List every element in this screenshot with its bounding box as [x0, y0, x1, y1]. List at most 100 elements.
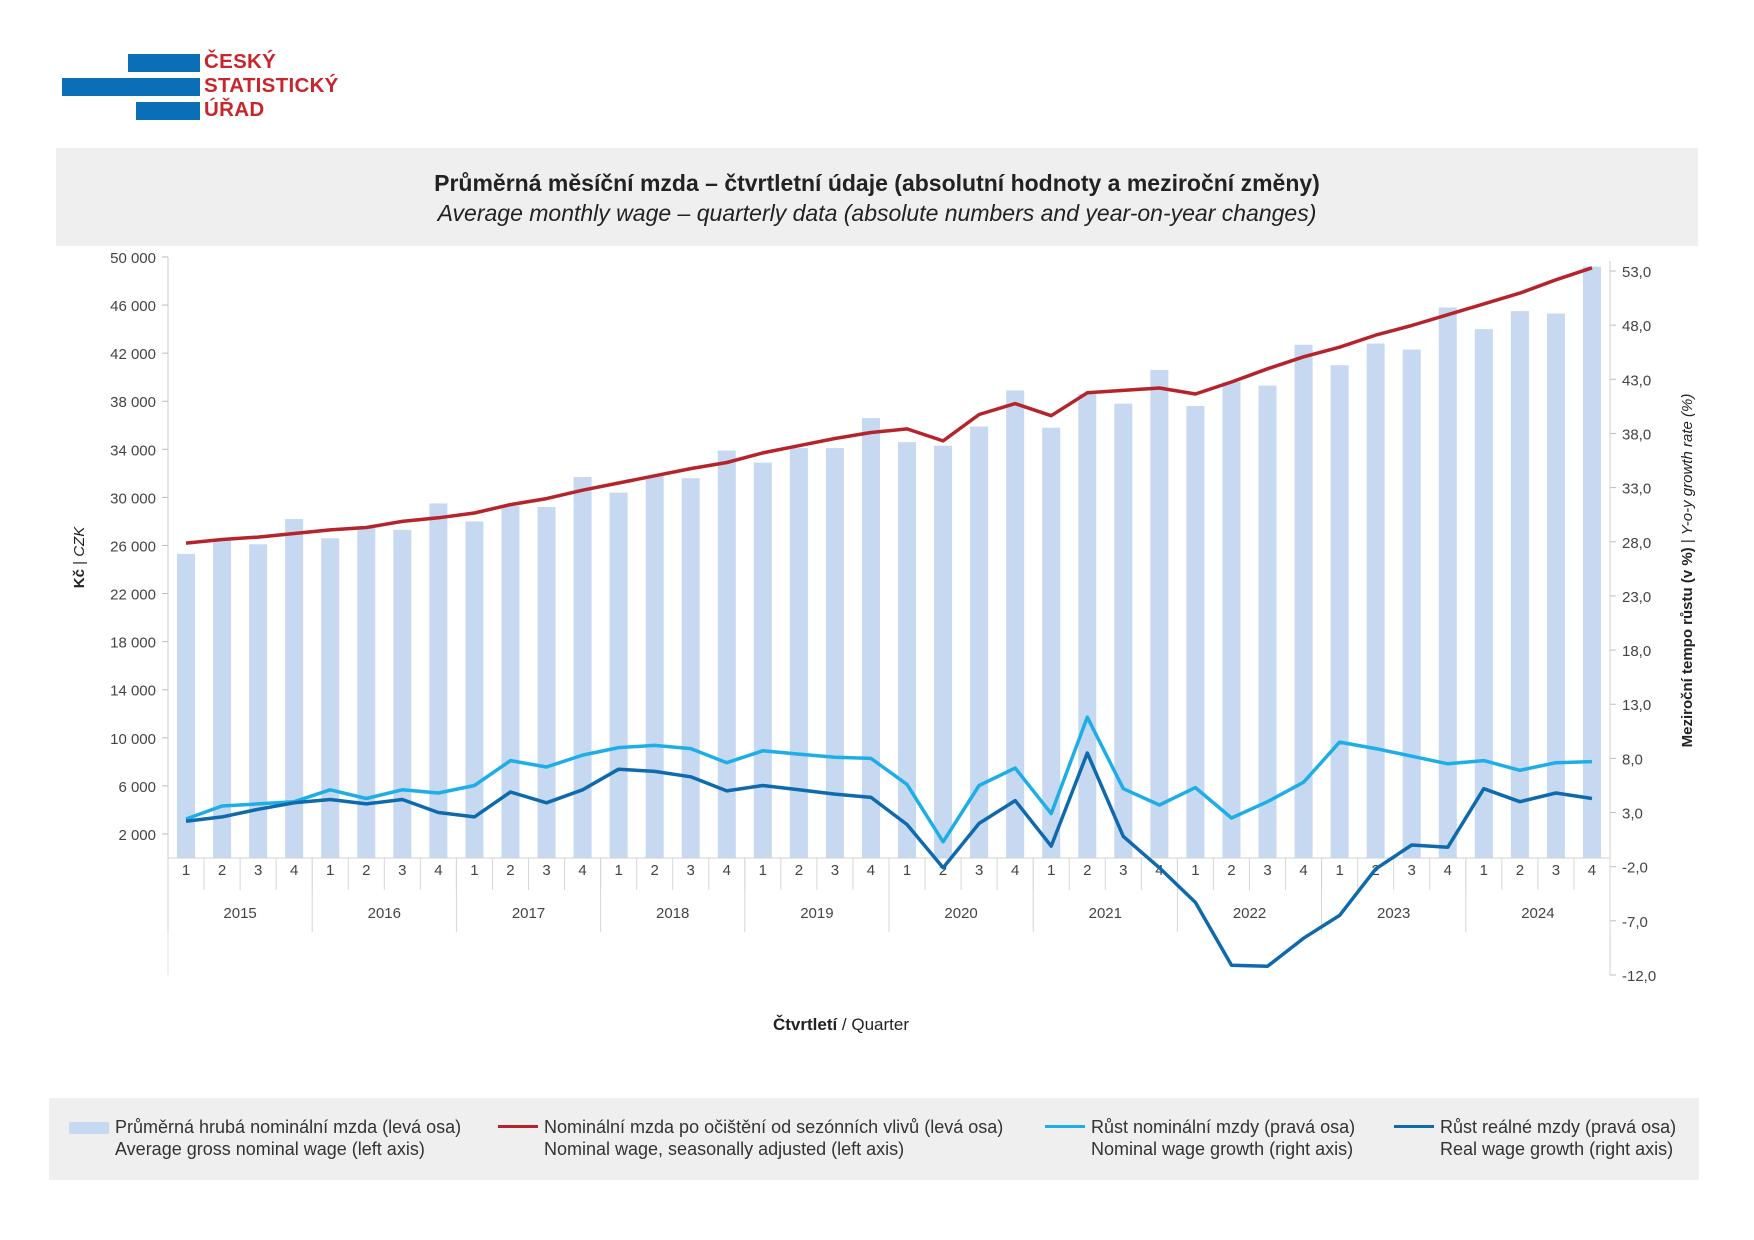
logo-line-1: ČESKÝ [204, 50, 277, 73]
logo-text: ČESKÝ STATISTICKÝ ÚŘAD [204, 50, 339, 122]
wage-bar [1330, 365, 1349, 858]
left-axis-title-en: CZK [71, 526, 88, 557]
quarter-label: 2 [939, 862, 947, 879]
wage-bar [825, 448, 844, 858]
quarter-label: 3 [831, 862, 839, 879]
wage-bar [537, 507, 556, 858]
right-tick-label: -2,0 [1622, 860, 1648, 877]
quarter-label: 4 [1011, 862, 1019, 879]
quarter-label: 4 [434, 862, 442, 879]
quarter-label: 1 [1335, 862, 1343, 879]
quarter-label: 3 [975, 862, 983, 879]
year-label: 2015 [223, 905, 256, 922]
wage-bar [1438, 307, 1457, 858]
legend-swatch-nominal-growth [1045, 1125, 1085, 1128]
quarter-label: 2 [651, 862, 659, 879]
legend-label-cz: Nominální mzda po očištění od sezónních … [544, 1117, 1004, 1137]
wage-bar [429, 503, 448, 858]
wage-bar [934, 445, 953, 858]
left-tick-label: 30 000 [110, 490, 156, 507]
chart-title-en: Average monthly wage – quarterly data (a… [437, 200, 1317, 226]
right-tick-label: -12,0 [1622, 968, 1656, 985]
left-tick-label: 2 000 [118, 827, 156, 844]
left-tick-label: 42 000 [110, 346, 156, 363]
left-axis-title-cz: Kč [71, 569, 88, 588]
quarter-label: 2 [1083, 862, 1091, 879]
year-label: 2024 [1521, 905, 1554, 922]
left-tick-label: 50 000 [110, 250, 156, 267]
wage-bar [1366, 343, 1385, 858]
quarter-label: 2 [1227, 862, 1235, 879]
legend-swatch-seasonal [498, 1125, 538, 1128]
quarter-label: 2 [506, 862, 514, 879]
logo-bar-bottom [136, 102, 200, 120]
quarter-label: 2 [362, 862, 370, 879]
logo-bar-top [128, 54, 200, 72]
quarter-label: 1 [1191, 862, 1199, 879]
wage-bar [753, 462, 772, 858]
wage-bar [465, 521, 484, 858]
wage-bar [501, 505, 520, 858]
legend-label-en: Nominal wage, seasonally adjusted (left … [544, 1139, 905, 1159]
legend-label-cz: Průměrná hrubá nominální mzda (levá osa) [115, 1117, 462, 1137]
wage-bar [573, 476, 592, 858]
wage-bar [213, 539, 232, 858]
left-tick-label: 34 000 [110, 442, 156, 459]
wage-bar [1114, 403, 1133, 858]
right-tick-label: 28,0 [1622, 535, 1651, 552]
wage-bar [249, 544, 268, 858]
right-tick-label: 23,0 [1622, 589, 1651, 606]
year-label: 2023 [1377, 905, 1410, 922]
year-label: 2020 [944, 905, 977, 922]
left-axis-title: Kč | CZK [71, 526, 88, 588]
left-tick-label: 22 000 [110, 587, 156, 604]
x-axis-title-en: Quarter [851, 1015, 909, 1034]
wage-bar [1078, 394, 1097, 858]
legend-swatch-bars [69, 1122, 109, 1134]
quarter-label: 4 [1299, 862, 1307, 879]
wage-bar [1186, 406, 1205, 858]
wage-bar [393, 529, 412, 858]
quarter-label: 4 [723, 862, 731, 879]
quarter-label: 2 [218, 862, 226, 879]
right-tick-label: 8,0 [1622, 751, 1643, 768]
wage-bar [177, 553, 196, 858]
wage-bar [321, 538, 340, 858]
chart-title-box: Průměrná měsíční mzda – čtvrtletní údaje… [56, 148, 1698, 246]
right-tick-label: 48,0 [1622, 318, 1651, 335]
left-tick-label: 14 000 [110, 683, 156, 700]
logo-line-3: ÚŘAD [204, 98, 265, 121]
quarter-label: 2 [1516, 862, 1524, 879]
quarter-label: 3 [1263, 862, 1271, 879]
quarter-label: 1 [182, 862, 190, 879]
wage-bar [789, 448, 808, 858]
quarter-label: 1 [1480, 862, 1488, 879]
wage-bar [1294, 344, 1313, 859]
wage-bar [1006, 390, 1025, 858]
wage-bar [1222, 382, 1241, 858]
left-tick-label: 6 000 [118, 779, 156, 796]
legend-label-cz: Růst nominální mzdy (pravá osa) [1091, 1117, 1356, 1137]
wage-bar [1510, 311, 1529, 859]
right-tick-label: 43,0 [1622, 372, 1651, 389]
wage-bar [1546, 313, 1565, 858]
year-label: 2021 [1089, 905, 1122, 922]
right-tick-label: 18,0 [1622, 643, 1651, 660]
year-label: 2016 [368, 905, 401, 922]
wage-bar [861, 418, 880, 858]
quarter-label: 4 [290, 862, 298, 879]
wage-bar [898, 442, 917, 858]
nominal-growth-line [185, 715, 1593, 844]
wage-bar [609, 492, 628, 858]
wage-bar [1474, 329, 1493, 858]
legend-swatch-real-growth [1394, 1125, 1434, 1128]
left-axis-title-sep: | [71, 557, 88, 569]
legend-label-en: Average gross nominal wage (left axis) [115, 1139, 425, 1159]
quarter-label: 4 [1588, 862, 1596, 879]
left-tick-label: 38 000 [110, 394, 156, 411]
logo-line-2: STATISTICKÝ [204, 74, 339, 97]
x-axis-title: Čtvrtletí / Quarter [773, 1015, 909, 1034]
wage-bar [285, 519, 304, 858]
right-axis-title-en: Y-o-y growth rate (%) [1679, 394, 1696, 535]
wage-bar [1258, 385, 1277, 858]
